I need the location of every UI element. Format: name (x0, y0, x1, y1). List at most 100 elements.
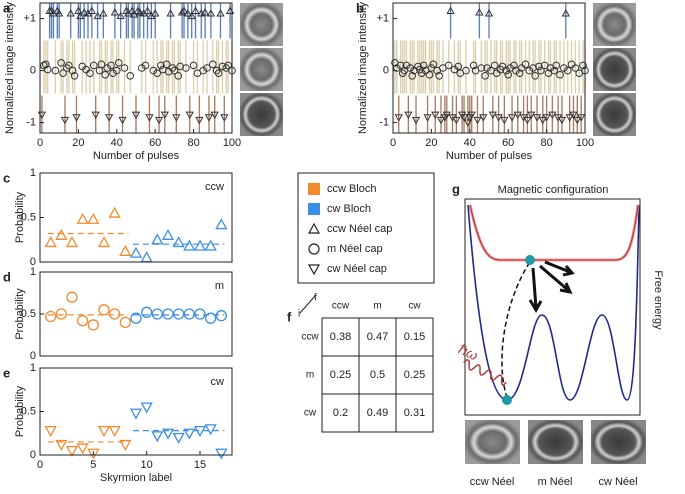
state-bar (123, 40, 126, 94)
state-bar (563, 40, 565, 94)
marker (532, 114, 542, 122)
state-bar (396, 40, 398, 94)
marker (97, 425, 111, 437)
state-bar (52, 3, 55, 39)
marker (86, 69, 94, 77)
state-bar (141, 40, 143, 94)
state-bar (544, 40, 546, 94)
state-bar (538, 40, 540, 94)
marker (93, 11, 102, 20)
marker (72, 114, 81, 122)
marker (393, 64, 401, 72)
panel-letter: c (3, 170, 10, 185)
marker (538, 116, 547, 125)
marker (218, 62, 227, 71)
state-bar (129, 40, 131, 94)
table-cell: 0.15 (404, 331, 425, 343)
state-label: m Néel (538, 476, 573, 488)
marker (161, 228, 175, 240)
state-bar (112, 40, 114, 94)
marker (527, 111, 536, 120)
chart: d 0 0.5 1 Probability m (3, 266, 233, 362)
state-bar (488, 3, 490, 39)
y-tick-label: 0 (30, 449, 36, 461)
marker (140, 402, 153, 414)
state-bar (442, 40, 444, 94)
marker (99, 9, 108, 17)
marker (101, 70, 110, 79)
marker (151, 233, 164, 245)
marker (129, 246, 143, 258)
plot-frame (39, 271, 233, 357)
energy-curve (467, 204, 640, 401)
state-bar (212, 40, 214, 94)
x-tick-label: 60 (502, 137, 514, 149)
y-tick-label: 0 (383, 65, 389, 77)
marker (59, 69, 67, 77)
table-cell: 0.31 (404, 407, 425, 419)
x-tick-label: 80 (540, 137, 552, 149)
state-bar (183, 3, 185, 39)
marker (193, 425, 207, 437)
state-bar (509, 40, 511, 94)
marker (507, 114, 517, 122)
marker (107, 61, 115, 70)
transition (501, 261, 531, 399)
state-bar (60, 40, 62, 94)
legend-frame (297, 172, 435, 284)
state-bar (135, 95, 137, 133)
marker (308, 243, 320, 255)
marker (183, 239, 196, 251)
x-tick-label: 0 (37, 137, 43, 149)
state-bar (401, 40, 404, 94)
x-tick-label: 40 (111, 137, 123, 149)
state-bar (127, 3, 129, 39)
marker (179, 6, 189, 14)
state-bar (198, 95, 201, 133)
marker (161, 428, 175, 440)
table-cell: 0.5 (370, 369, 385, 381)
marker (569, 111, 578, 120)
marker (108, 425, 121, 437)
marker (187, 11, 196, 20)
state-bar (559, 40, 561, 94)
marker (490, 61, 499, 70)
marker (55, 439, 68, 451)
thumbnail (528, 420, 583, 464)
state-bar (133, 3, 135, 39)
marker (525, 66, 534, 75)
state-bar (434, 95, 436, 133)
state-bar (415, 95, 417, 133)
state-bar (565, 3, 567, 39)
state-bar (62, 40, 64, 94)
row-header: cw (304, 408, 317, 419)
marker (459, 114, 469, 122)
photon-wave (463, 359, 507, 386)
marker (446, 6, 455, 14)
marker (216, 9, 225, 17)
marker (561, 9, 570, 17)
axis-label: f (314, 293, 317, 304)
marker (204, 424, 217, 436)
marker (205, 312, 217, 324)
marker (109, 69, 117, 77)
table-cell: 0.47 (367, 331, 388, 343)
marker (484, 9, 494, 17)
state-bar (192, 40, 195, 94)
marker (166, 9, 175, 17)
marker (419, 61, 428, 70)
state-bar (476, 95, 479, 133)
y-tick-label: 0 (30, 350, 36, 362)
marker (477, 64, 486, 72)
state-bar (409, 40, 411, 94)
marker (91, 111, 100, 120)
marker (126, 72, 135, 80)
state-bar (189, 95, 191, 133)
state-bar (200, 3, 202, 39)
marker (119, 244, 132, 256)
state-bar (459, 40, 461, 94)
y-axis-label: Normalized image intensity (357, 1, 369, 134)
state-bar (87, 3, 89, 39)
y-tick-label: 0 (30, 65, 36, 77)
